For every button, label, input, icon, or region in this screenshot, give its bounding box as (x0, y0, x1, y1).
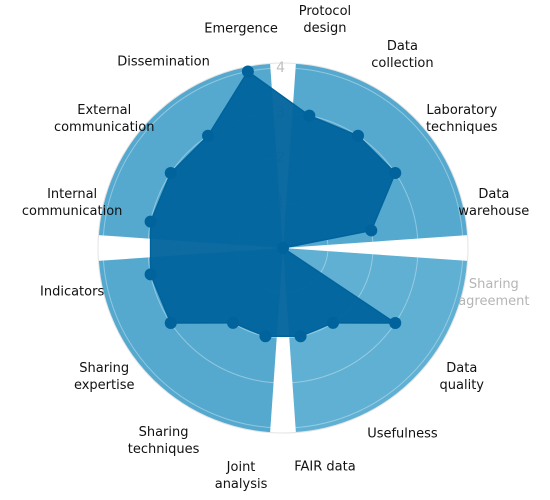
category-label: Sharing agreement (458, 277, 530, 310)
radar-point (144, 268, 157, 281)
radar-point (303, 109, 316, 122)
radar-point (327, 316, 340, 329)
radar-point (164, 166, 177, 179)
category-label: Sharing expertise (73, 360, 135, 393)
outer-ring (97, 62, 469, 434)
category-label: Data collection (371, 39, 434, 72)
category-label: Usefulness (367, 426, 438, 442)
category-label: Sharing techniques (127, 424, 200, 457)
category-label: Protocol design (298, 4, 352, 37)
category-label: Joint analysis (214, 459, 268, 492)
category-label: Laboratory techniques (425, 103, 498, 136)
radar-point (241, 65, 254, 78)
category-label: Emergence (204, 21, 278, 37)
grid-circle (102, 67, 464, 429)
category-label: Data quality (439, 360, 485, 393)
category-label: Data warehouse (458, 186, 530, 219)
radar-point (226, 316, 239, 329)
radar-point (277, 242, 289, 254)
radar-point (164, 317, 177, 330)
radar-point (259, 330, 272, 343)
category-label: External communication (53, 103, 155, 136)
r-tick-label: 4 (276, 60, 285, 76)
radar-point (365, 224, 378, 237)
radar-point (294, 330, 307, 343)
radar-point (201, 129, 214, 142)
radar-point (389, 166, 402, 179)
category-label: Internal communication (21, 186, 123, 219)
category-label: Dissemination (117, 54, 210, 70)
radar-point (144, 215, 157, 228)
radar-point (352, 129, 365, 142)
radar-point (389, 317, 402, 330)
category-label: FAIR data (294, 459, 356, 475)
category-label: Indicators (40, 284, 105, 300)
